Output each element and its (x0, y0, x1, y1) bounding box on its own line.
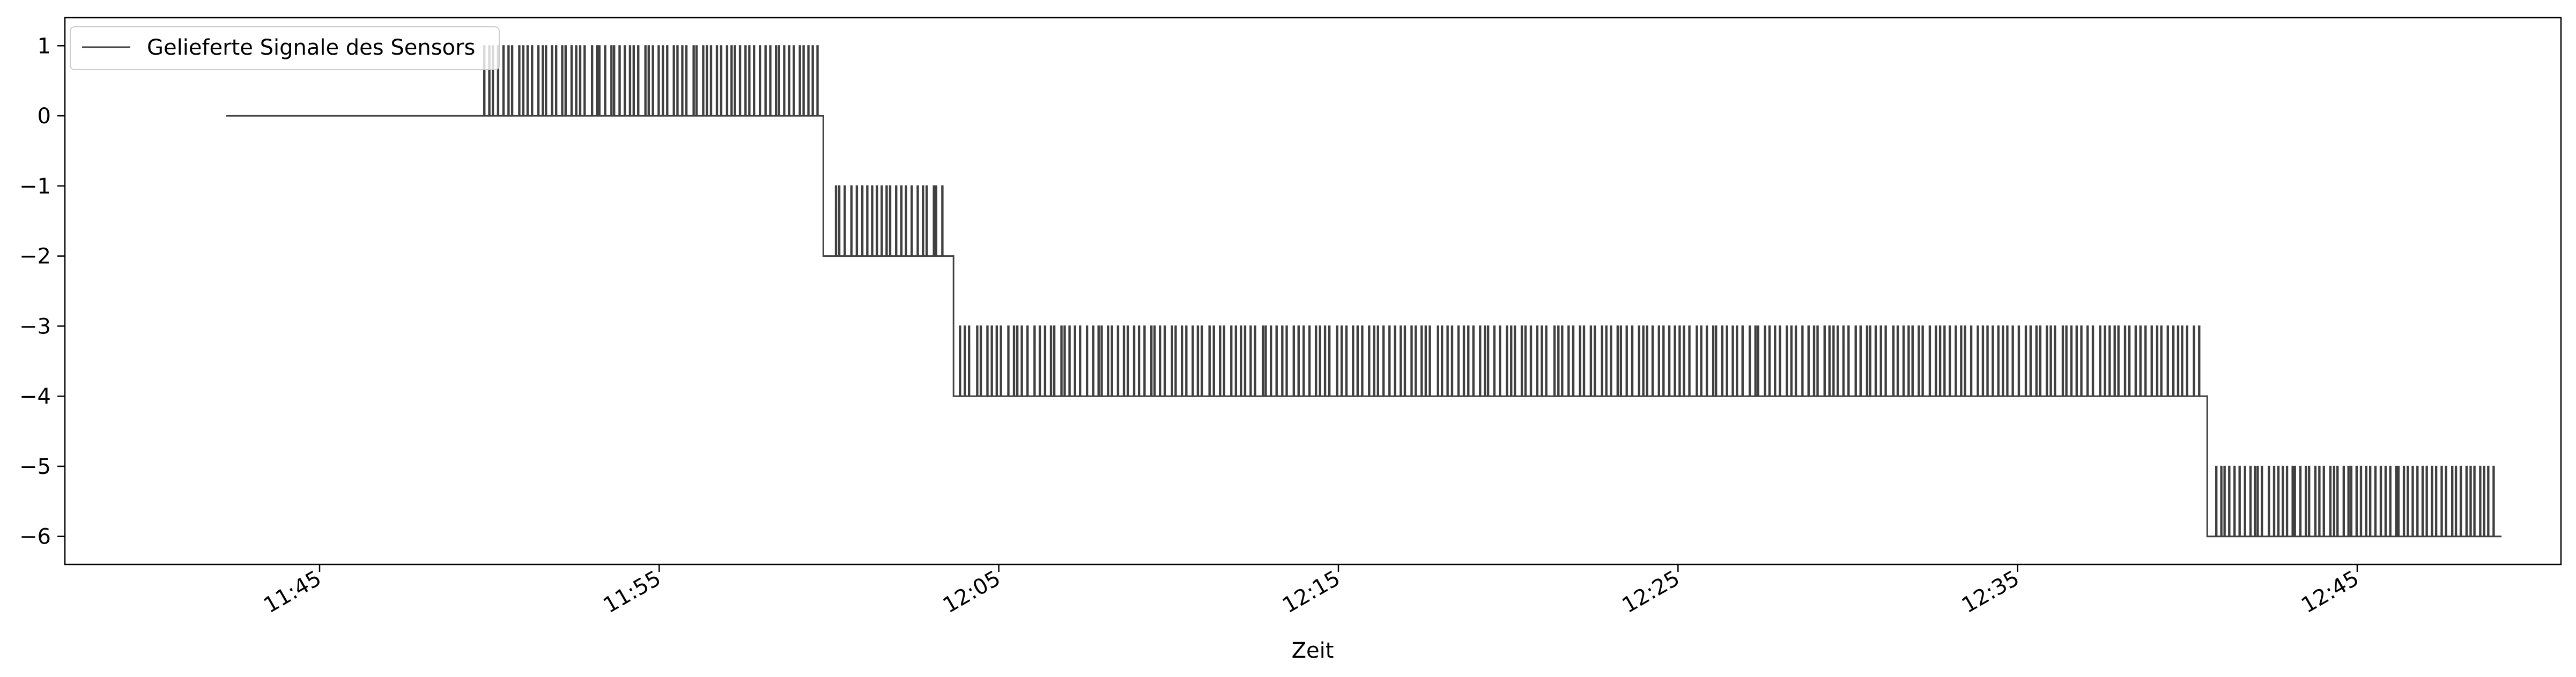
series-baseline (226, 115, 2502, 538)
series-layer (226, 45, 2502, 538)
y-tick-label: −4 (19, 384, 51, 409)
legend-box (70, 26, 500, 70)
y-tick-label: −1 (19, 174, 51, 199)
series-pulses (2215, 465, 2495, 537)
y-tick-label: −6 (19, 525, 51, 549)
y-tick-label: 0 (38, 104, 51, 129)
y-tick-label: −5 (19, 455, 51, 479)
y-axis: 1 0 −1 −2 −3 −4 −5 −6 (19, 34, 65, 549)
x-axis-label: Zeit (1292, 638, 1334, 663)
series-pulses (959, 325, 2201, 397)
legend: Gelieferte Signale des Sensors (70, 26, 500, 70)
y-tick-label: −2 (19, 244, 51, 269)
series-pulses (834, 185, 944, 256)
plot-frame (64, 17, 2562, 566)
y-tick-label: 1 (38, 34, 51, 58)
legend-entry-label: Gelieferte Signale des Sensors (147, 35, 475, 60)
y-tick-label: −3 (19, 314, 51, 339)
